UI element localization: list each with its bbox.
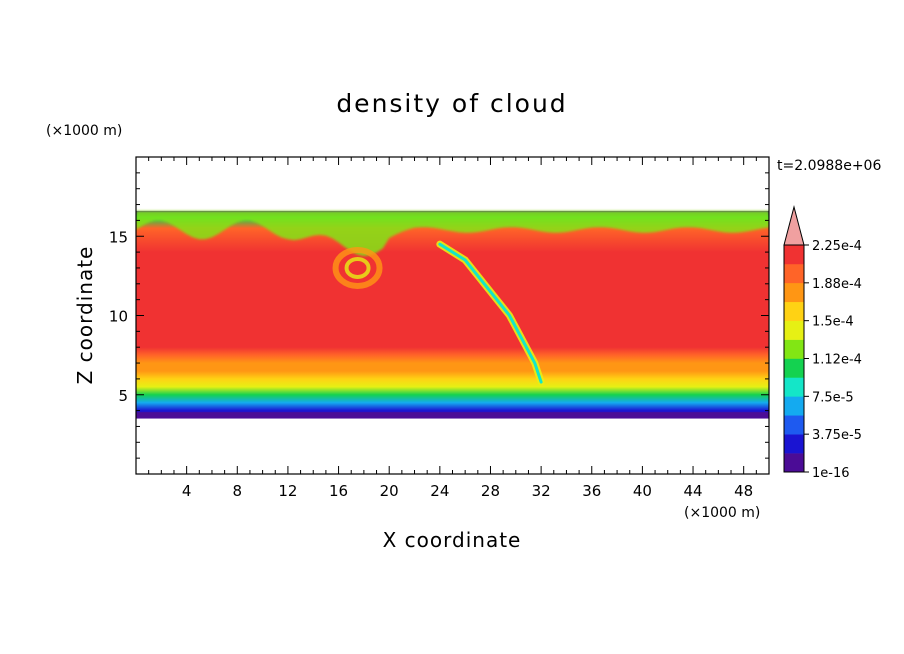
x-tick-label: 24 <box>430 482 449 500</box>
x-tick-label: 32 <box>532 482 551 500</box>
x-unit-label: (×1000 m) <box>684 505 760 521</box>
colorbar-swatch <box>784 245 804 265</box>
colorbar-swatch <box>784 396 804 416</box>
colorbar-overflow-triangle <box>783 205 805 246</box>
y-tick-label: 15 <box>109 228 128 246</box>
colorbar-swatch <box>784 320 804 340</box>
x-tick-label: 20 <box>380 482 399 500</box>
colorbar-label: 1e-16 <box>812 466 850 481</box>
y-unit-label: (×1000 m) <box>46 123 122 139</box>
chart-title: density of cloud <box>336 89 567 118</box>
y-tick-label: 5 <box>118 387 128 405</box>
x-tick-label: 28 <box>481 482 500 500</box>
x-tick-label: 16 <box>329 482 348 500</box>
time-label: t=2.0988e+06 <box>777 158 881 174</box>
cloud-density-field <box>136 210 769 419</box>
colorbar-swatch <box>784 301 804 321</box>
vortex-core <box>344 256 371 279</box>
colorbar-label: 2.25e-4 <box>812 239 862 254</box>
colorbar-swatch <box>784 263 804 284</box>
colorbar-swatch <box>784 358 804 378</box>
colorbar: 1e-16 3.75e-5 7.5e-5 1.12e-4 1.5e-4 1.88e-4 2.… <box>783 205 862 481</box>
colorbar-swatch <box>784 415 804 435</box>
x-tick-label: 44 <box>683 482 702 500</box>
colorbar-label: 1.88e-4 <box>812 277 862 292</box>
x-axis-ticks: 4 8 12 16 20 24 28 32 36 40 44 48 <box>148 157 757 500</box>
x-tick-label: 48 <box>734 482 753 500</box>
colorbar-label: 7.5e-5 <box>812 390 854 405</box>
y-axis-label: Z coordinate <box>73 246 97 385</box>
y-tick-label: 10 <box>109 308 128 326</box>
cloud-base <box>136 412 769 419</box>
cloud-top-mixing <box>136 210 769 257</box>
x-tick-label: 8 <box>233 482 243 500</box>
colorbar-swatch <box>784 339 804 359</box>
colorbar-swatch <box>784 453 804 473</box>
cloud-core <box>136 252 769 324</box>
x-axis-label: X coordinate <box>383 528 522 552</box>
colorbar-label: 1.12e-4 <box>812 353 862 368</box>
y-axis-ticks: 5 10 15 <box>109 172 769 459</box>
colorbar-label: 1.5e-4 <box>812 315 854 330</box>
x-tick-label: 36 <box>582 482 601 500</box>
colorbar-swatch <box>784 434 804 454</box>
x-tick-label: 40 <box>633 482 652 500</box>
x-tick-label: 4 <box>182 482 192 500</box>
vortex-roll <box>332 246 383 289</box>
colorbar-label: 3.75e-5 <box>812 428 862 443</box>
plume-inner <box>438 242 543 384</box>
x-tick-label: 12 <box>278 482 297 500</box>
colorbar-swatch <box>784 282 804 303</box>
colorbar-swatch <box>784 377 804 397</box>
